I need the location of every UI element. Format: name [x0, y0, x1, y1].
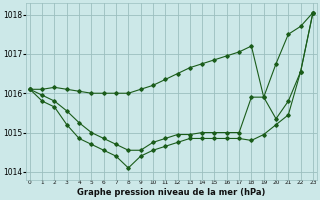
X-axis label: Graphe pression niveau de la mer (hPa): Graphe pression niveau de la mer (hPa) [77, 188, 266, 197]
